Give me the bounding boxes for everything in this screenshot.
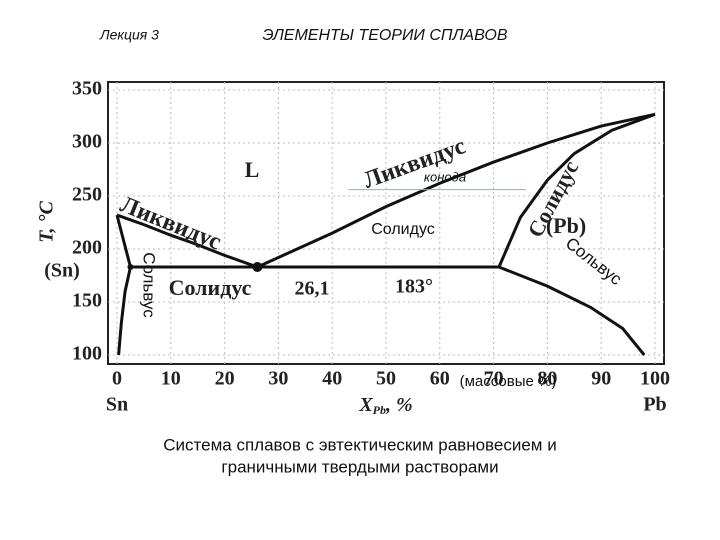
slide-title: ЭЛЕМЕНТЫ ТЕОРИИ СПЛАВОВ (262, 27, 507, 44)
annotation: конода (424, 169, 466, 184)
phase-line (115, 214, 132, 268)
phase-line (497, 112, 656, 268)
x-tick-label: 70 (484, 368, 504, 390)
annotation: L (245, 157, 260, 182)
annotation: (Pb) (546, 213, 586, 238)
annotation: 26,1 (295, 278, 330, 300)
y-tick-label: 250 (72, 184, 102, 206)
annotation: (Sn) (44, 260, 80, 282)
phase-line (117, 266, 132, 356)
series-label: Ликвидус (360, 133, 469, 194)
point (127, 264, 134, 271)
x-tick-label: 10 (161, 368, 181, 390)
x-axis-label-main: X (358, 394, 373, 416)
x-tick-label: 50 (376, 368, 396, 390)
x-axis-label-sub: Pb (373, 403, 386, 417)
phase-line (116, 213, 258, 269)
x-tick-label: 60 (430, 368, 450, 390)
y-tick-label: 300 (72, 131, 102, 153)
annotation: (массовые %) (460, 373, 557, 390)
x-axis-label: XPb, % (358, 394, 412, 417)
lecture-label: Лекция 3 (99, 27, 159, 43)
series-label: Сольвус (140, 252, 159, 318)
series-label: Солидус (169, 275, 252, 300)
y-tick-label: 200 (72, 237, 102, 259)
phase-line (498, 265, 646, 356)
caption-line: граничными твердыми растворами (221, 457, 498, 476)
x-end-label: Sn (106, 394, 128, 416)
x-tick-label: 80 (537, 368, 557, 390)
x-tick-label: 90 (591, 368, 611, 390)
x-tick-label: 20 (215, 368, 235, 390)
y-axis-label: T, °C (36, 200, 58, 242)
annotation: 183° (395, 276, 433, 298)
series-label: Ликвидус (116, 192, 225, 256)
x-axis-label-rest: , % (385, 394, 413, 416)
annotation: Солидус (371, 221, 435, 238)
phase-line (256, 112, 656, 269)
x-tick-label: 0 (112, 368, 122, 390)
y-tick-label: 350 (72, 78, 102, 100)
point (252, 262, 263, 273)
caption-line: Система сплавов с эвтектическим равновес… (163, 435, 556, 454)
y-tick-label: 150 (72, 290, 102, 312)
x-tick-label: 100 (640, 368, 670, 390)
x-end-label: Pb (643, 394, 666, 416)
series-label: Сольвус (562, 234, 626, 290)
x-tick-label: 40 (322, 368, 342, 390)
y-tick-label: 100 (72, 343, 102, 365)
x-tick-label: 30 (268, 368, 288, 390)
